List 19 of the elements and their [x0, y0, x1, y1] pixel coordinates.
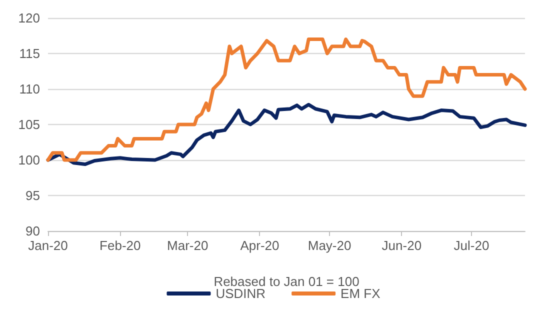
y-tick-label: 90: [26, 224, 40, 238]
y-tick-label: 105: [18, 117, 40, 132]
y-tick-label: 120: [18, 10, 40, 26]
y-tick-label: 115: [19, 46, 40, 61]
x-tick-label: May-20: [308, 238, 352, 253]
y-tick-label: 100: [18, 152, 40, 168]
y-tick-label: 95: [26, 188, 40, 203]
x-tick-label: Feb-20: [100, 238, 141, 253]
line-series: [46, 102, 527, 166]
x-tick-label: Jun-20: [382, 238, 422, 253]
y-tick-label: 110: [19, 82, 40, 96]
x-tick-label: Apr-20: [240, 238, 280, 253]
legend-label: USDINR: [216, 286, 266, 301]
x-tick-label: Mar-20: [167, 238, 208, 253]
legend-label: EM FX: [340, 286, 381, 301]
x-axis-title: Rebased to Jan 01 = 100: [214, 274, 360, 289]
x-tick-label: Jul-20: [454, 238, 490, 253]
line-series: [46, 38, 527, 162]
x-tick-label: Jan-20: [28, 238, 68, 253]
